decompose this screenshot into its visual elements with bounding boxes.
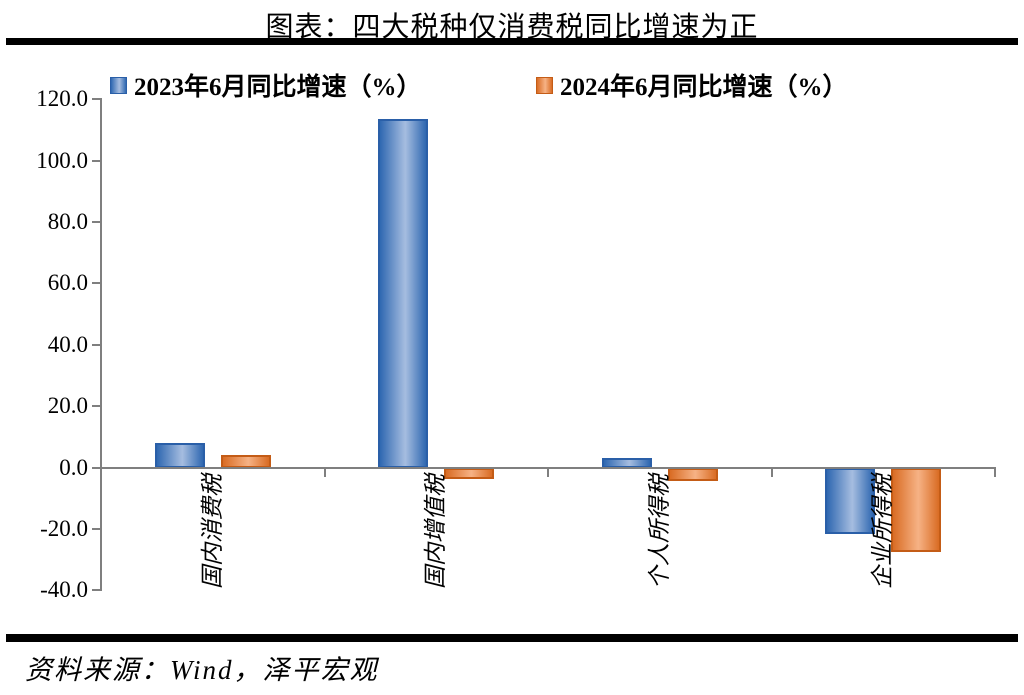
chart-title: 图表：四大税种仅消费税同比增速为正 (265, 12, 759, 43)
y-axis-tick-label: 100.0 (36, 148, 88, 173)
y-axis-tick-mark (92, 221, 101, 223)
y-axis-tick-label: 80.0 (47, 209, 88, 234)
legend-swatch-icon (536, 76, 553, 94)
bar-2023年6月同比增速（%）-国内消费税 (155, 443, 205, 468)
y-axis-tick-label: 60.0 (47, 270, 88, 295)
x-category-label: 个人所得税 (647, 474, 672, 589)
y-axis-tick-label: 120.0 (36, 86, 88, 111)
y-axis-end-tick-mark (92, 589, 101, 591)
legend-label: 2023年6月同比增速（%） (134, 74, 422, 101)
x-axis-tick-mark (547, 467, 549, 477)
x-category-label: 企业所得税 (870, 474, 895, 589)
y-axis-tick-label: 20.0 (47, 393, 88, 418)
top-divider-rule (6, 38, 1018, 45)
y-axis-tick-label: 40.0 (47, 332, 88, 357)
y-axis-tick-label: 0.0 (59, 455, 88, 480)
x-axis-tick-mark (771, 467, 773, 477)
legend-swatch-icon (110, 76, 127, 94)
y-axis-tick-label: -20.0 (40, 516, 88, 541)
x-axis-tick-mark (324, 467, 326, 477)
x-axis-tick-mark (994, 467, 996, 477)
bar-2024年6月同比增速（%）-国内增值税 (444, 468, 494, 479)
y-axis-tick-mark (92, 282, 101, 284)
x-category-label: 国内增值税 (423, 474, 448, 589)
y-axis-line (100, 98, 102, 591)
y-axis-tick-mark (92, 528, 101, 530)
bar-2024年6月同比增速（%）-个人所得税 (668, 468, 718, 481)
legend-item: 2024年6月同比增速（%） (536, 70, 848, 101)
bar-2023年6月同比增速（%）-国内增值税 (378, 119, 428, 468)
y-axis-tick-mark (92, 160, 101, 162)
source-note: 资料来源：Wind，泽平宏观 (25, 655, 379, 685)
y-axis-tick-mark (92, 344, 101, 346)
bar-2024年6月同比增速（%）-企业所得税 (891, 468, 941, 552)
bottom-divider-rule (6, 634, 1018, 642)
legend-item: 2023年6月同比增速（%） (110, 70, 422, 101)
legend-label: 2024年6月同比增速（%） (560, 74, 848, 101)
y-axis-tick-mark (92, 405, 101, 407)
y-axis-tick-label: -40.0 (40, 577, 88, 602)
y-axis-tick-mark (92, 467, 101, 469)
y-axis-tick-mark (92, 98, 101, 100)
x-category-label: 国内消费税 (200, 474, 225, 589)
bar-2023年6月同比增速（%）-企业所得税 (825, 468, 875, 534)
